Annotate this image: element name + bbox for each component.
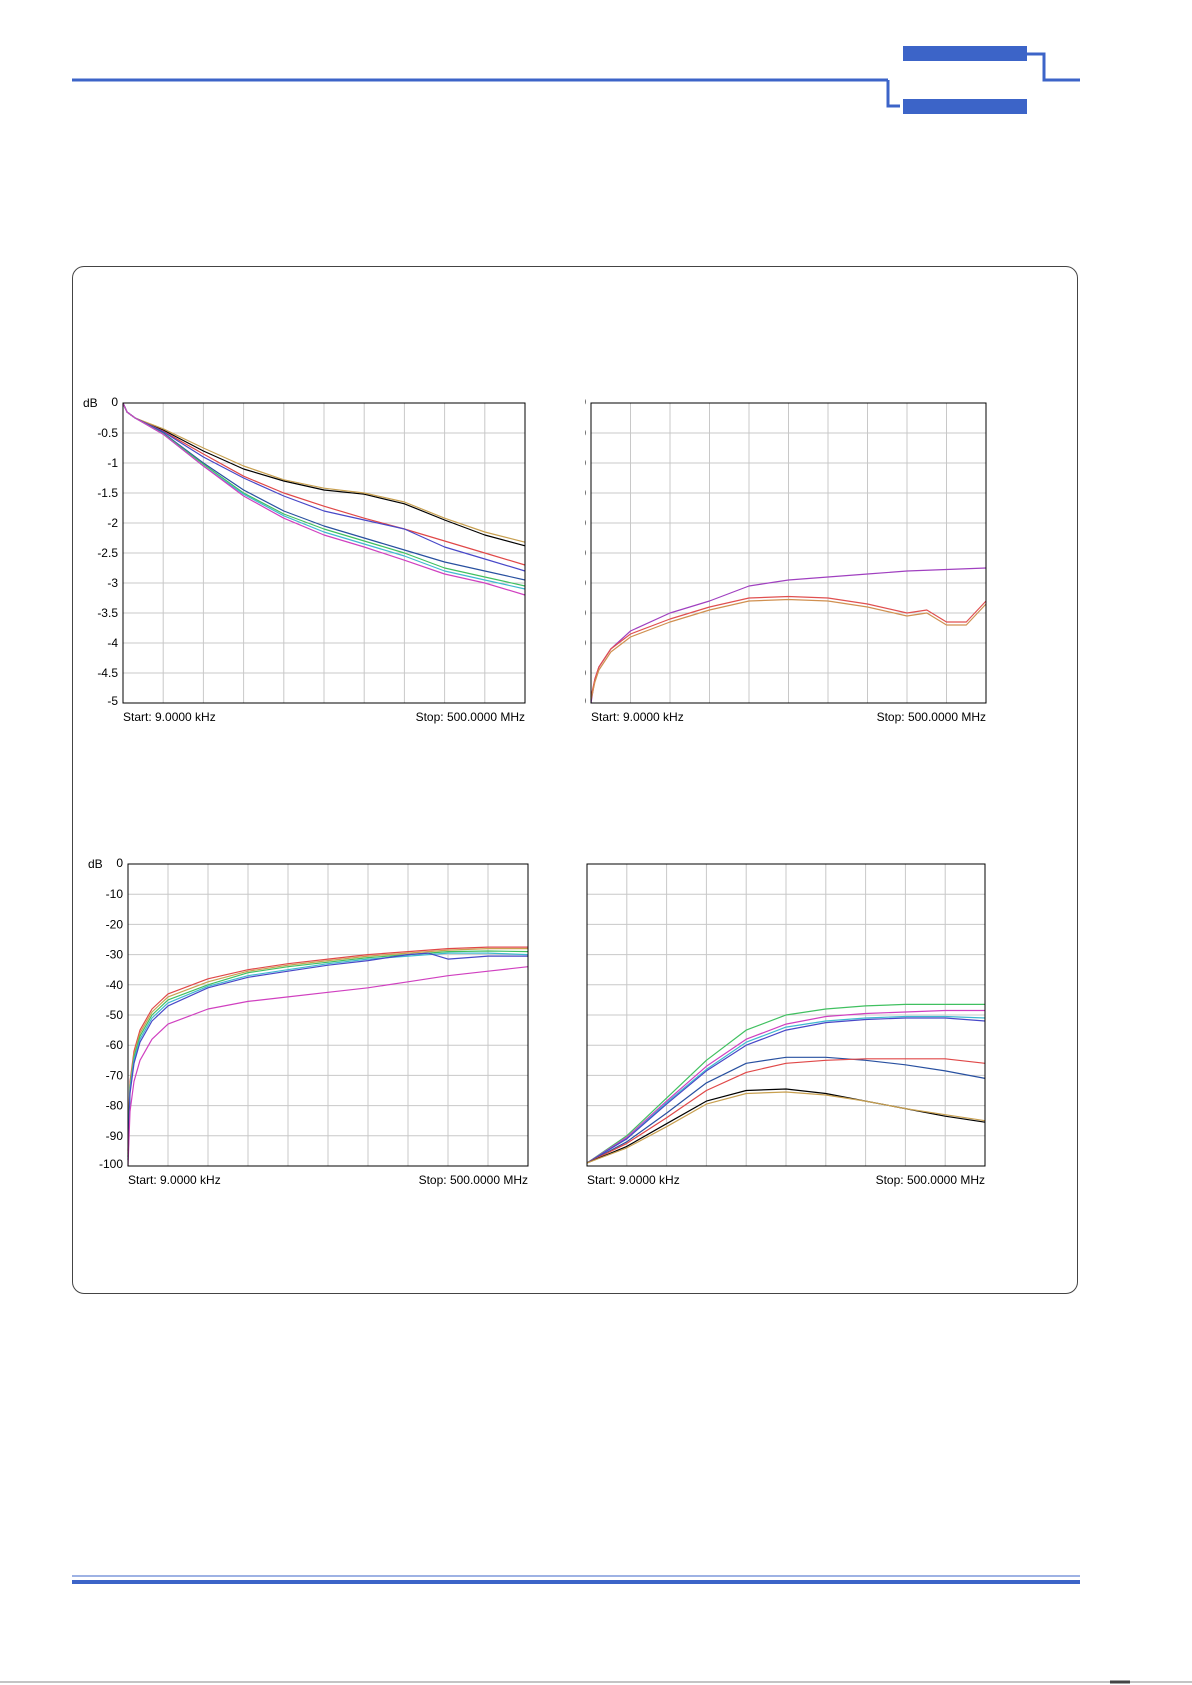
y-tick-label: -0.5 xyxy=(97,426,118,440)
y-tick-label: -60 xyxy=(106,1038,124,1052)
plot-border xyxy=(586,863,986,1167)
start-frequency-label: Start: 9.0000 kHz xyxy=(128,1173,221,1187)
y-tick-label: -70 xyxy=(106,1068,124,1082)
chart-return-loss: 0 -10 -20 -30 -40 -50 -60 -70 -80 -90 -100 dB Start:… xyxy=(82,858,582,1220)
series-line-6 xyxy=(586,1058,986,1164)
y-tick-label: 0 xyxy=(111,396,118,409)
y-tick-label: -5 xyxy=(107,694,118,708)
stop-frequency-label: Stop: 500.0000 MHz xyxy=(876,1173,985,1187)
chart-vswr: 32.82.62.42.221.81.61.41.21Start: 9.0000… xyxy=(585,858,1085,1220)
y-tick-label: -60 xyxy=(585,576,586,590)
stop-frequency-label: Stop: 500.0000 MHz xyxy=(877,710,986,724)
chart-series-group xyxy=(586,1003,986,1164)
series-line-5 xyxy=(586,1056,986,1164)
y-tick-label: -1.5 xyxy=(97,486,118,500)
series-line-3 xyxy=(590,598,987,701)
y-tick-label: -10 xyxy=(106,887,124,901)
series-line-8 xyxy=(586,1091,986,1164)
y-tick-labels: 0 -10 -20 -30 -40 -50 -60 -70 -80 -90 -100 xyxy=(99,858,123,1171)
y-tick-label: -40 xyxy=(585,516,586,530)
series-line-4 xyxy=(127,952,529,1157)
y-tick-label: -100 xyxy=(585,694,586,708)
series-line-2 xyxy=(586,1009,985,1164)
chart-svg: 0 -0.5 -1 -1.5 -2 -2.5 -3 -3.5 -4 -4.5 -5 dB Start: … xyxy=(83,396,526,724)
y-tick-label: -1 xyxy=(107,456,118,470)
plot-border xyxy=(122,402,526,704)
y-tick-label: -90 xyxy=(585,666,586,680)
chart-crosstalk: 0-10-20-30-40-50-60-70-80-90-100dBStart:… xyxy=(585,396,1085,754)
header-connector-lower xyxy=(886,80,900,108)
y-axis-label: dB xyxy=(83,396,98,410)
y-tick-label: -70 xyxy=(585,606,586,620)
y-tick-label: -80 xyxy=(585,636,586,650)
y-tick-label: -3 xyxy=(107,576,118,590)
y-tick-label: -50 xyxy=(585,546,586,560)
chart-grid xyxy=(128,863,528,1167)
y-tick-label: -50 xyxy=(106,1008,124,1022)
y-tick-label: -30 xyxy=(585,486,586,500)
chart-svg: 0 -10 -20 -30 -40 -50 -60 -70 -80 -90 -100 dB Start:… xyxy=(88,858,529,1187)
page-bottom-edge xyxy=(0,1680,1192,1684)
series-line-1 xyxy=(586,1003,985,1164)
start-frequency-label: Start: 9.0000 kHz xyxy=(587,1173,680,1187)
y-tick-label: -20 xyxy=(585,456,586,470)
header-connector-upper xyxy=(1027,52,1080,82)
stop-frequency-label: Stop: 500.0000 MHz xyxy=(416,710,525,724)
y-tick-label: -20 xyxy=(106,917,124,931)
chart-grid xyxy=(591,402,986,704)
y-tick-label: -4.5 xyxy=(97,666,118,680)
y-tick-label: -10 xyxy=(585,426,586,440)
chart-insertion-loss: 0 -0.5 -1 -1.5 -2 -2.5 -3 -3.5 -4 -4.5 -5 dB Start: … xyxy=(82,396,582,754)
figure-frame xyxy=(72,266,1078,1294)
series-line-3 xyxy=(586,1015,986,1164)
chart-svg: 32.82.62.42.221.81.61.41.21Start: 9.0000… xyxy=(586,863,986,1187)
header-bar-bottom xyxy=(903,99,1027,114)
start-frequency-label: Start: 9.0000 kHz xyxy=(591,710,684,724)
y-tick-labels: 0 -10 -20 -30 -40 -50 -60 -70 -80 -90 -100 xyxy=(585,396,586,708)
y-tick-label: 0 xyxy=(585,396,586,409)
y-tick-label: -3.5 xyxy=(97,606,118,620)
page-footer xyxy=(72,1575,1080,1584)
chart-series-group xyxy=(122,402,526,596)
chart-series-group xyxy=(590,567,987,704)
chart-series-group xyxy=(127,946,529,1167)
y-tick-label: -90 xyxy=(106,1129,124,1143)
series-line-6 xyxy=(127,966,529,1167)
y-tick-label: -2.5 xyxy=(97,546,118,560)
y-tick-label: -30 xyxy=(106,948,124,962)
series-line-3 xyxy=(127,950,529,1157)
plot-border xyxy=(127,863,529,1167)
series-line-1 xyxy=(127,946,528,1151)
y-tick-label: 0 xyxy=(116,858,123,870)
series-line-2 xyxy=(127,947,528,1154)
page-header xyxy=(72,46,1080,114)
series-line-2 xyxy=(590,595,987,698)
plot-border xyxy=(590,402,987,704)
header-bar-top xyxy=(903,46,1027,61)
y-tick-label: -80 xyxy=(106,1099,124,1113)
start-frequency-label: Start: 9.0000 kHz xyxy=(123,710,216,724)
y-axis-label: dB xyxy=(88,858,103,871)
y-tick-label: -4 xyxy=(107,636,118,650)
series-line-4 xyxy=(586,1017,986,1164)
y-tick-label: -100 xyxy=(99,1157,123,1171)
chart-svg: 0-10-20-30-40-50-60-70-80-90-100dBStart:… xyxy=(585,396,987,724)
series-line-8 xyxy=(122,402,526,596)
y-tick-label: -2 xyxy=(107,516,118,530)
stop-frequency-label: Stop: 500.0000 MHz xyxy=(419,1173,528,1187)
series-line-5 xyxy=(127,952,528,1161)
y-tick-labels: 0 -0.5 -1 -1.5 -2 -2.5 -3 -3.5 -4 -4.5 -5 xyxy=(97,396,118,708)
y-tick-label: -40 xyxy=(106,978,124,992)
